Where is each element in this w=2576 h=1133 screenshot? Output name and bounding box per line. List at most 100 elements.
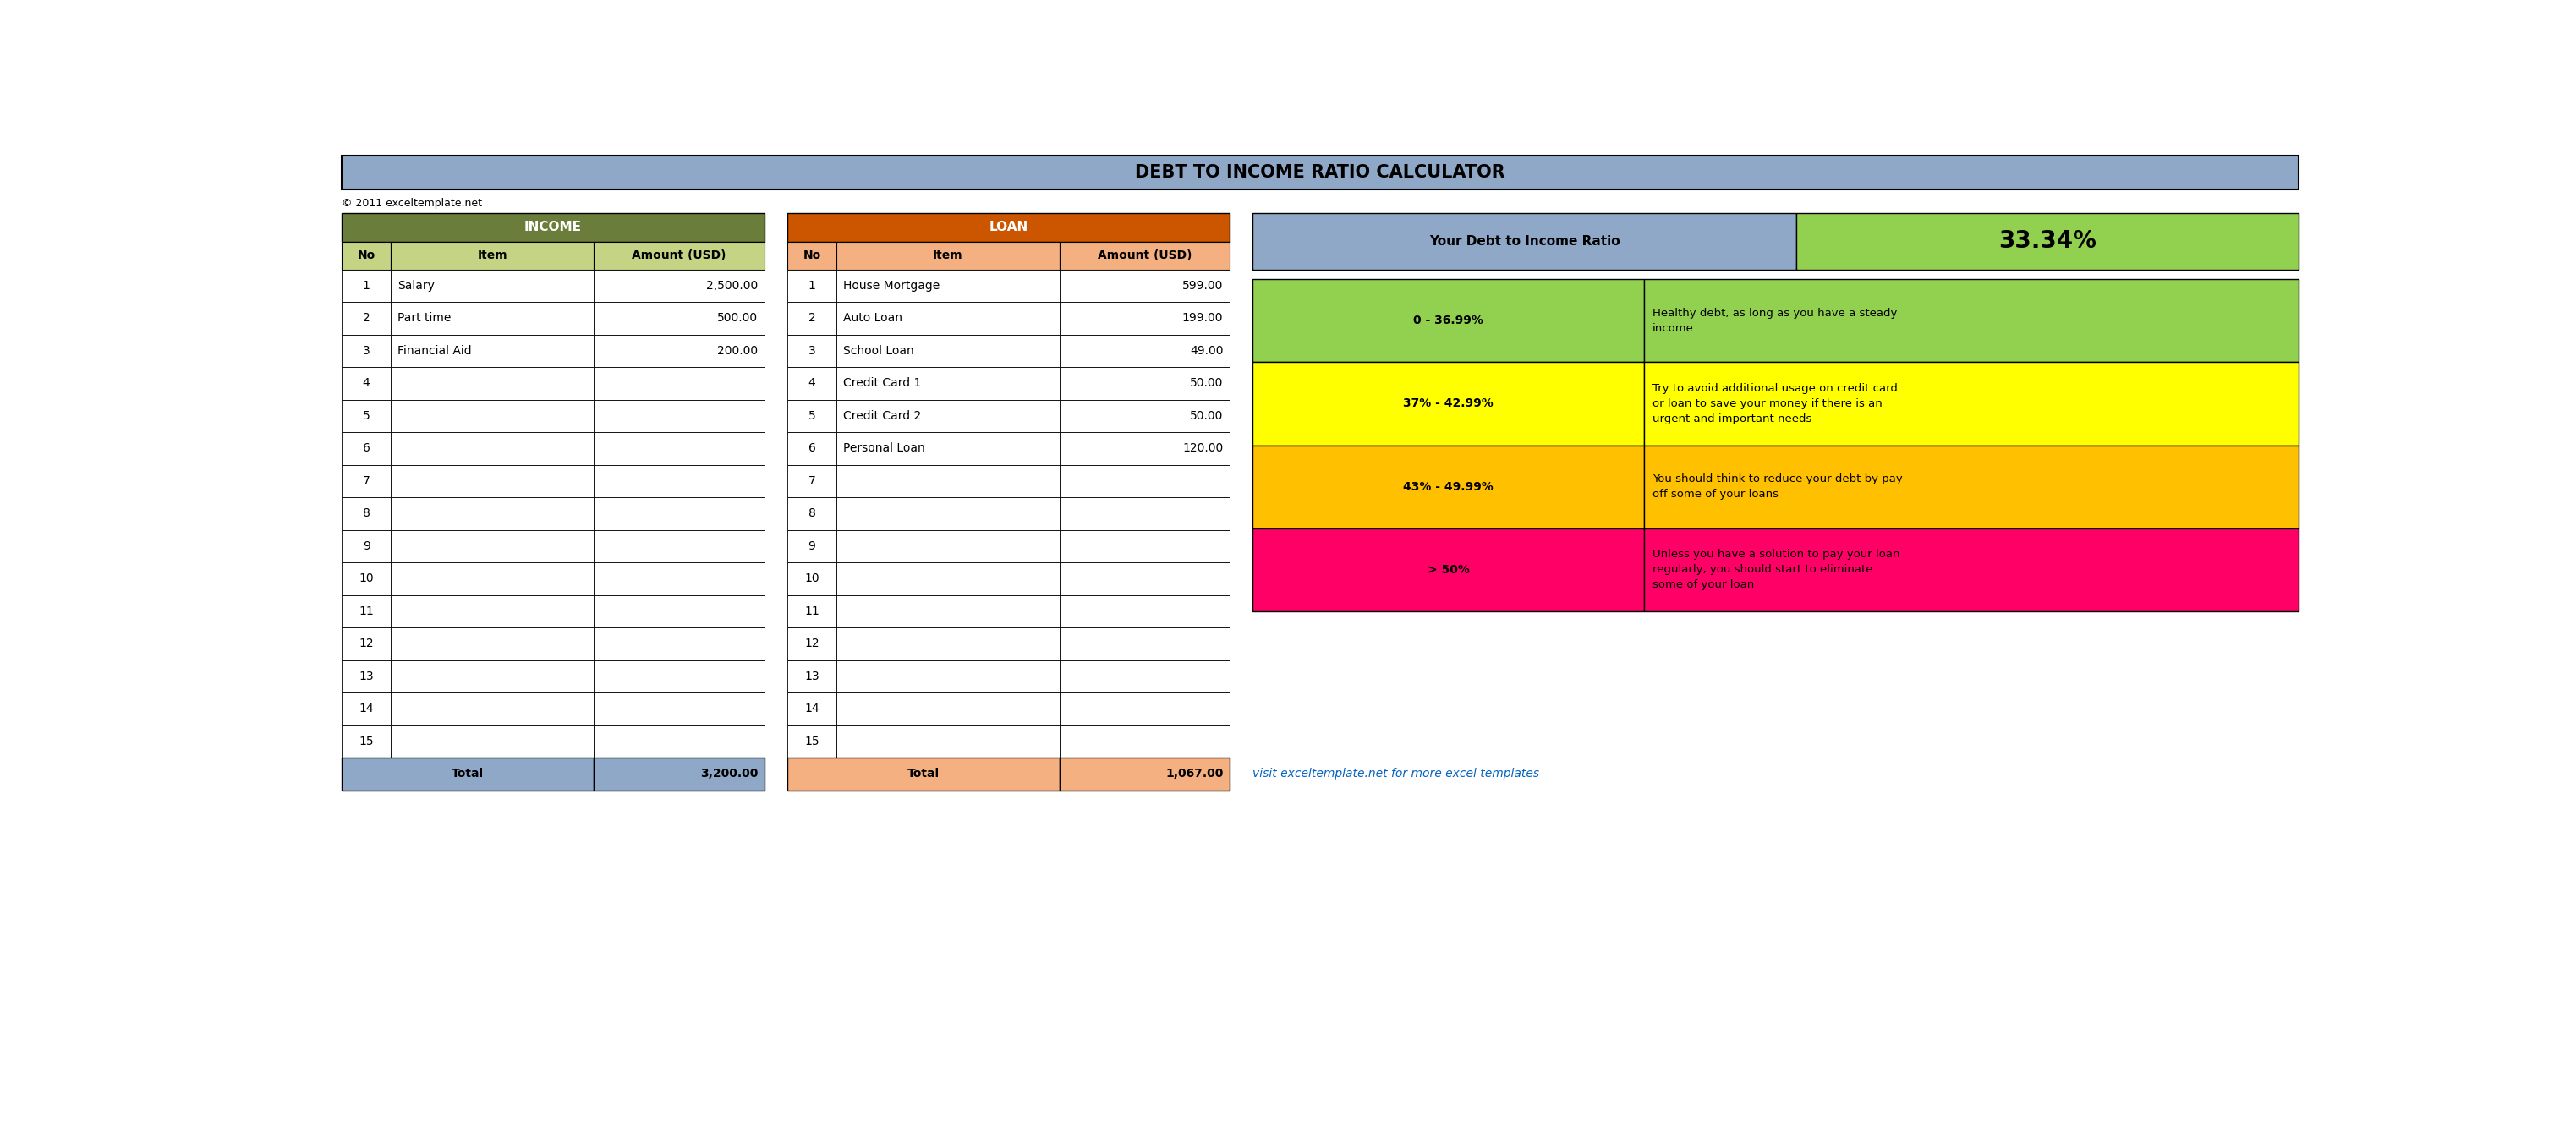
Bar xyxy=(837,270,1059,303)
Text: 7: 7 xyxy=(363,475,371,487)
Text: 37% - 42.99%: 37% - 42.99% xyxy=(1404,398,1494,410)
Text: > 50%: > 50% xyxy=(1427,564,1468,576)
Bar xyxy=(392,692,595,725)
Text: Auto Loan: Auto Loan xyxy=(842,313,902,324)
Text: 2,500.00: 2,500.00 xyxy=(706,280,757,291)
Bar xyxy=(595,497,765,530)
Bar xyxy=(788,497,837,530)
Text: Amount (USD): Amount (USD) xyxy=(1097,250,1193,262)
Bar xyxy=(788,725,837,758)
Bar xyxy=(343,367,392,400)
Bar xyxy=(788,242,837,270)
Bar xyxy=(788,367,837,400)
Bar xyxy=(595,400,765,432)
Text: 33.34%: 33.34% xyxy=(1999,229,2097,253)
Text: 200.00: 200.00 xyxy=(716,344,757,357)
Text: 9: 9 xyxy=(363,540,371,552)
Bar xyxy=(837,661,1059,692)
Bar xyxy=(343,725,392,758)
Bar xyxy=(392,628,595,661)
Bar xyxy=(1643,279,2298,363)
Text: 120.00: 120.00 xyxy=(1182,443,1224,454)
Text: 3: 3 xyxy=(363,344,371,357)
Text: Healthy debt, as long as you have a steady
income.: Healthy debt, as long as you have a stea… xyxy=(1651,307,1896,334)
Text: No: No xyxy=(358,250,376,262)
Text: Personal Loan: Personal Loan xyxy=(842,443,925,454)
Bar xyxy=(595,270,765,303)
Text: DEBT TO INCOME RATIO CALCULATOR: DEBT TO INCOME RATIO CALCULATOR xyxy=(1136,164,1504,181)
Bar xyxy=(1059,758,1229,791)
Bar xyxy=(595,595,765,628)
Bar xyxy=(1059,242,1229,270)
Text: © 2011 exceltemplate.net: © 2011 exceltemplate.net xyxy=(343,198,482,210)
Bar xyxy=(837,465,1059,497)
Text: 13: 13 xyxy=(804,671,819,682)
Bar xyxy=(788,562,837,595)
Bar xyxy=(1795,213,2298,270)
Bar xyxy=(343,465,392,497)
Text: 50.00: 50.00 xyxy=(1190,377,1224,390)
Bar xyxy=(595,303,765,334)
Bar xyxy=(595,725,765,758)
Text: 8: 8 xyxy=(363,508,371,520)
Bar xyxy=(595,530,765,562)
Text: Item: Item xyxy=(933,250,963,262)
Bar xyxy=(1059,303,1229,334)
Bar xyxy=(343,334,392,367)
Text: Item: Item xyxy=(477,250,507,262)
Text: 12: 12 xyxy=(358,638,374,649)
Bar xyxy=(392,595,595,628)
Bar xyxy=(1643,445,2298,528)
Bar xyxy=(1252,213,1795,270)
Bar xyxy=(837,242,1059,270)
Bar xyxy=(392,242,595,270)
Text: INCOME: INCOME xyxy=(526,221,582,233)
Text: 1: 1 xyxy=(809,280,817,291)
Bar xyxy=(392,270,595,303)
Bar xyxy=(1059,692,1229,725)
Bar xyxy=(1059,400,1229,432)
Bar xyxy=(343,303,392,334)
Bar xyxy=(392,497,595,530)
Bar xyxy=(1059,595,1229,628)
Text: You should think to reduce your debt by pay
off some of your loans: You should think to reduce your debt by … xyxy=(1651,474,1901,500)
Text: School Loan: School Loan xyxy=(842,344,914,357)
Bar xyxy=(837,725,1059,758)
Bar xyxy=(1059,530,1229,562)
Bar xyxy=(343,692,392,725)
Bar xyxy=(837,692,1059,725)
Bar xyxy=(1643,528,2298,611)
Bar xyxy=(392,725,595,758)
Bar xyxy=(392,562,595,595)
Text: Your Debt to Income Ratio: Your Debt to Income Ratio xyxy=(1430,235,1620,247)
Text: 1,067.00: 1,067.00 xyxy=(1164,768,1224,780)
Bar xyxy=(837,497,1059,530)
Text: Financial Aid: Financial Aid xyxy=(397,344,471,357)
Text: 10: 10 xyxy=(804,573,819,585)
Bar xyxy=(1059,270,1229,303)
Bar xyxy=(1059,465,1229,497)
Bar xyxy=(392,530,595,562)
Text: 2: 2 xyxy=(363,313,371,324)
Bar xyxy=(837,400,1059,432)
Text: 0 - 36.99%: 0 - 36.99% xyxy=(1414,315,1484,326)
Bar xyxy=(343,155,2298,189)
Bar xyxy=(1059,497,1229,530)
Bar xyxy=(595,367,765,400)
Bar xyxy=(392,661,595,692)
Bar xyxy=(392,400,595,432)
Bar xyxy=(1252,279,1643,363)
Text: 599.00: 599.00 xyxy=(1182,280,1224,291)
Bar xyxy=(788,628,837,661)
Text: Try to avoid additional usage on credit card
or loan to save your money if there: Try to avoid additional usage on credit … xyxy=(1651,383,1899,425)
Bar xyxy=(392,367,595,400)
Text: 12: 12 xyxy=(804,638,819,649)
Text: 9: 9 xyxy=(809,540,817,552)
Bar xyxy=(788,465,837,497)
Bar xyxy=(343,661,392,692)
Text: 4: 4 xyxy=(809,377,817,390)
Text: 15: 15 xyxy=(804,735,819,748)
Bar xyxy=(1059,367,1229,400)
Bar xyxy=(392,465,595,497)
Bar xyxy=(788,213,1229,242)
